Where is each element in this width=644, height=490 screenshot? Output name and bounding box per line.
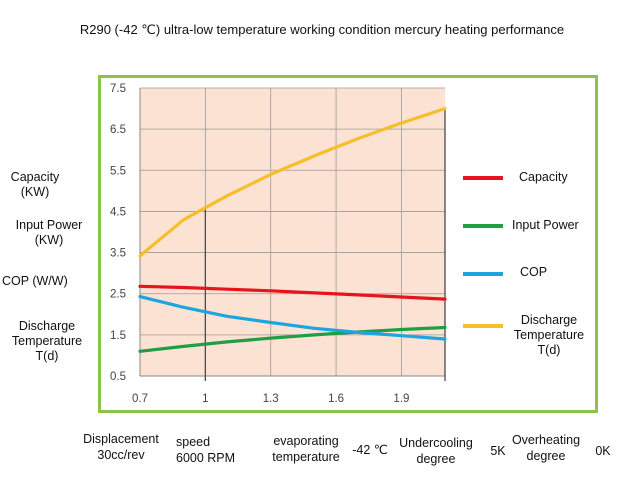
legend-label-discharge-line3: T(d) <box>537 343 561 357</box>
x-tick-label-0: 0.7 <box>132 393 148 405</box>
legend-item-capacity: Capacity <box>463 170 613 186</box>
legend-item-input-power: Input Power <box>463 218 623 234</box>
y-label-discharge-line3: T(d) <box>35 349 59 363</box>
footer-undercooling-line2: degree <box>416 452 456 466</box>
series-line-cop <box>138 295 447 341</box>
series-line-input-power <box>138 325 447 353</box>
y-label-cop-line1: COP (W/W) <box>2 274 68 288</box>
legend-label-discharge: Discharge Temperature T(d) <box>511 313 587 358</box>
legend-label-discharge-line2: Temperature <box>513 328 585 342</box>
y-label-capacity: Capacity (KW) <box>0 170 70 200</box>
legend-item-discharge: Discharge Temperature T(d) <box>463 313 613 361</box>
y-label-discharge-line2: Temperature <box>11 334 83 348</box>
legend-label-capacity: Capacity <box>519 170 568 184</box>
footer-evaporating-line1: evaporating <box>273 434 339 448</box>
footer-undercooling: Undercooling degree <box>394 435 478 467</box>
legend-swatch-capacity <box>463 176 503 180</box>
y-tick-label-3: 3.5 <box>110 248 126 260</box>
y-tick-label-1: 1.5 <box>110 330 126 342</box>
y-label-input-power-line2: (KW) <box>34 233 64 247</box>
y-label-cop: COP (W/W) <box>2 274 86 289</box>
legend-swatch-input-power <box>463 224 503 228</box>
y-label-discharge: Discharge Temperature T(d) <box>0 319 94 364</box>
y-label-input-power-line1: Input Power <box>15 218 83 232</box>
y-label-input-power: Input Power (KW) <box>6 218 92 248</box>
plot-background <box>140 88 445 376</box>
x-tick-label-2: 1.3 <box>263 393 279 405</box>
tick-labels: 0.5 1.5 2.5 3.5 4.5 5.5 6.5 7.5 0.7 1 1.3 1.6 1.9 <box>110 83 409 405</box>
x-tick-label-4: 1.9 <box>393 393 409 405</box>
footer-overheating-line2: degree <box>526 449 566 463</box>
y-label-capacity-line2: (KW) <box>20 185 50 199</box>
legend-label-discharge-line1: Discharge <box>520 313 578 327</box>
legend-item-cop: COP <box>463 265 613 281</box>
footer-speed-line2: 6000 RPM <box>176 451 236 465</box>
footer-displacement: Displacement 30cc/rev <box>76 431 166 463</box>
series-line-capacity <box>138 284 447 301</box>
x-tick-label-3: 1.6 <box>328 393 344 405</box>
footer-speed: speed 6000 RPM <box>176 434 248 466</box>
footer-overheating-value: 0K <box>595 444 611 458</box>
y-tick-label-7: 7.5 <box>110 83 126 95</box>
series-line-discharge-temperature-t-d <box>138 106 447 258</box>
footer-displacement-line2: 30cc/rev <box>97 448 145 462</box>
footer-evaporating-value: -42 ℃ <box>352 443 388 457</box>
y-tick-label-0: 0.5 <box>110 371 126 383</box>
y-tick-label-6: 6.5 <box>110 124 126 136</box>
legend-label-input-power: Input Power <box>512 218 579 232</box>
footer-evaporating: evaporating temperature <box>264 433 348 465</box>
y-tick-label-4: 4.5 <box>110 206 126 218</box>
x-tick-label-1: 1 <box>202 393 208 405</box>
axes <box>139 88 446 381</box>
legend-swatch-discharge <box>463 324 503 328</box>
legend-swatch-cop <box>463 272 503 276</box>
y-tick-label-2: 2.5 <box>110 289 126 301</box>
chart-frame <box>98 75 598 413</box>
footer-overheating: Overheating degree <box>506 432 586 464</box>
y-label-discharge-line1: Discharge <box>18 319 76 333</box>
y-label-capacity-line1: Capacity <box>10 170 60 184</box>
series-lines <box>138 106 447 353</box>
chart-title: R290 (-42 ℃) ultra-low temperature worki… <box>79 22 565 37</box>
y-tick-label-5: 5.5 <box>110 165 126 177</box>
footer-speed-line1: speed <box>176 435 211 449</box>
legend-label-cop: COP <box>520 265 548 279</box>
footer-undercooling-line1: Undercooling <box>399 436 473 450</box>
footer-undercooling-value: 5K <box>490 444 506 458</box>
footer-evaporating-line2: temperature <box>272 450 340 464</box>
footer-overheating-line1: Overheating <box>511 433 581 447</box>
footer-displacement-line1: Displacement <box>83 432 159 446</box>
